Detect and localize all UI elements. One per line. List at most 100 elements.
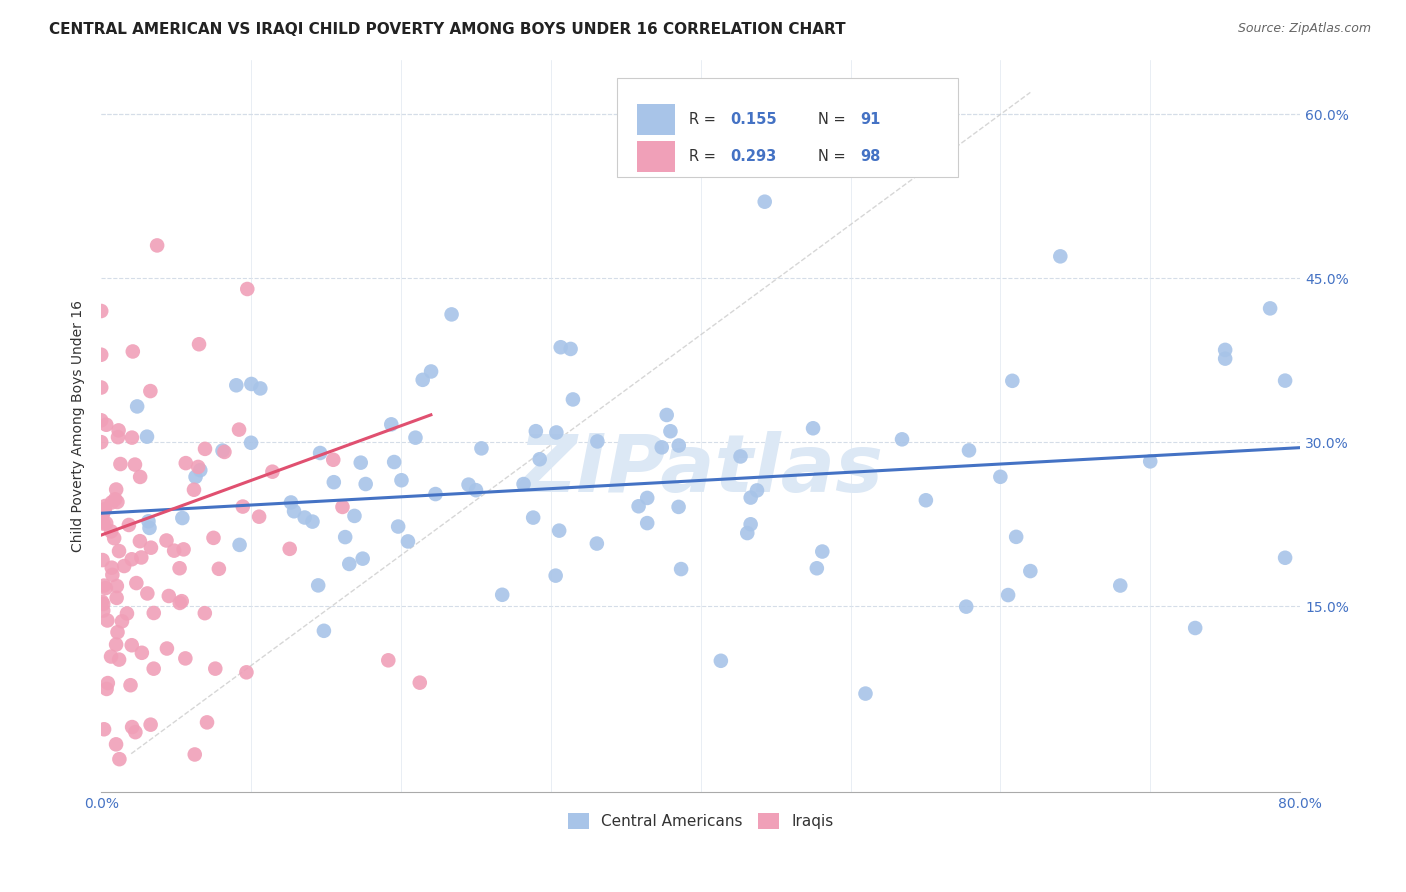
Point: [127, 400, 149, 414]
Point: [107, 625, 129, 640]
Point: [668, 438, 690, 452]
Point: [668, 500, 690, 514]
Point: [139, 541, 162, 555]
Point: [387, 519, 409, 533]
Point: [1213, 343, 1236, 357]
Point: [138, 514, 160, 528]
Point: [560, 342, 582, 356]
Point: [94, 502, 117, 516]
Point: [187, 459, 209, 474]
Point: [173, 542, 195, 557]
Point: [740, 491, 762, 505]
Point: [183, 483, 205, 497]
Point: [97, 676, 120, 690]
Point: [806, 561, 828, 575]
Point: [228, 538, 250, 552]
Point: [184, 747, 207, 762]
Point: [350, 456, 373, 470]
Point: [204, 662, 226, 676]
Point: [957, 443, 980, 458]
Point: [465, 483, 488, 498]
Point: [235, 665, 257, 680]
Point: [202, 531, 225, 545]
Point: [740, 517, 762, 532]
Point: [107, 430, 129, 444]
Point: [710, 654, 733, 668]
Point: [194, 606, 217, 620]
Point: [169, 561, 191, 575]
Bar: [637, 104, 675, 135]
Point: [412, 373, 434, 387]
Point: [988, 470, 1011, 484]
Point: [524, 424, 547, 438]
Point: [100, 649, 122, 664]
Point: [91, 603, 114, 617]
Point: [997, 588, 1019, 602]
Point: [94, 581, 117, 595]
Point: [440, 307, 463, 321]
Point: [240, 435, 263, 450]
Point: [93, 578, 115, 592]
Point: [322, 452, 344, 467]
Point: [93, 723, 115, 737]
Point: [262, 465, 284, 479]
Point: [214, 445, 236, 459]
Point: [90, 304, 112, 318]
Point: [129, 550, 152, 565]
Point: [420, 364, 443, 378]
Text: ZIPatlas: ZIPatlas: [519, 431, 883, 508]
Point: [1109, 578, 1132, 592]
Point: [730, 450, 752, 464]
Point: [280, 495, 302, 509]
Point: [529, 452, 551, 467]
Point: [669, 562, 692, 576]
Text: 91: 91: [860, 112, 880, 128]
Point: [138, 521, 160, 535]
Point: [91, 597, 114, 611]
Point: [90, 413, 112, 427]
Point: [94, 499, 117, 513]
Point: [121, 720, 143, 734]
Point: [1005, 530, 1028, 544]
Point: [105, 737, 128, 751]
Point: [1001, 374, 1024, 388]
Point: [105, 638, 128, 652]
Point: [121, 552, 143, 566]
Point: [170, 594, 193, 608]
Point: [146, 238, 169, 252]
Point: [1258, 301, 1281, 316]
Point: [124, 458, 146, 472]
Point: [208, 562, 231, 576]
Point: [337, 557, 360, 571]
Point: [125, 576, 148, 591]
Point: [561, 392, 583, 407]
Point: [278, 541, 301, 556]
Point: [354, 477, 377, 491]
Point: [105, 591, 128, 605]
Point: [309, 446, 332, 460]
Point: [550, 340, 572, 354]
Point: [169, 596, 191, 610]
Point: [811, 544, 834, 558]
Point: [105, 483, 128, 497]
Point: [90, 380, 112, 394]
Point: [955, 599, 977, 614]
Point: [103, 531, 125, 545]
Point: [544, 568, 567, 582]
Point: [91, 553, 114, 567]
Point: [352, 551, 374, 566]
Point: [377, 653, 399, 667]
Point: [335, 530, 357, 544]
Point: [586, 434, 609, 449]
Point: [548, 524, 571, 538]
Text: 98: 98: [860, 149, 880, 164]
Point: [659, 424, 682, 438]
Point: [651, 441, 673, 455]
Point: [546, 425, 568, 440]
Point: [294, 510, 316, 524]
Point: [491, 588, 513, 602]
Text: CENTRAL AMERICAN VS IRAQI CHILD POVERTY AMONG BOYS UNDER 16 CORRELATION CHART: CENTRAL AMERICAN VS IRAQI CHILD POVERTY …: [49, 22, 846, 37]
Point: [891, 433, 914, 447]
Point: [108, 652, 131, 666]
Point: [107, 495, 129, 509]
